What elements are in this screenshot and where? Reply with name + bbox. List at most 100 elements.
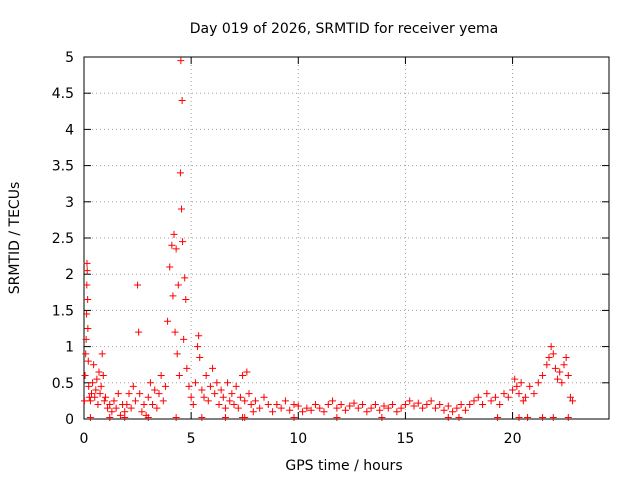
data-point <box>376 406 384 414</box>
data-point <box>440 406 448 414</box>
data-point <box>311 401 319 409</box>
data-point <box>96 390 104 398</box>
data-point <box>354 404 362 412</box>
data-point <box>547 343 555 351</box>
data-point <box>397 404 405 412</box>
data-point <box>384 404 392 412</box>
data-point <box>92 386 100 394</box>
data-point <box>524 414 532 422</box>
data-point <box>161 382 169 390</box>
data-point <box>521 393 529 401</box>
x-axis-label: GPS time / hours <box>285 458 402 474</box>
data-point <box>269 408 277 416</box>
data-point <box>146 379 154 387</box>
data-point <box>104 404 112 412</box>
data-point <box>494 414 502 422</box>
data-point <box>393 408 401 416</box>
data-point <box>549 414 557 422</box>
data-point <box>232 382 240 390</box>
data-point <box>401 401 409 409</box>
data-point <box>86 397 94 405</box>
data-point <box>151 386 159 394</box>
data-point <box>134 281 142 289</box>
y-tick-label: 2 <box>65 267 74 283</box>
data-point <box>423 401 431 409</box>
data-point <box>175 372 183 380</box>
data-point <box>474 393 482 401</box>
data-point <box>303 404 311 412</box>
data-point <box>198 414 206 422</box>
data-point <box>543 361 551 369</box>
data-point <box>466 401 474 409</box>
data-point <box>83 267 91 275</box>
y-tick-label: 5 <box>65 50 74 66</box>
data-point <box>206 382 214 390</box>
data-point <box>406 397 414 405</box>
data-point <box>91 393 99 401</box>
data-point <box>564 372 572 380</box>
data-point <box>470 397 478 405</box>
data-point <box>98 350 106 358</box>
data-point <box>243 368 251 376</box>
data-point <box>530 390 538 398</box>
data-point <box>251 397 259 405</box>
data-point <box>83 310 91 318</box>
data-point <box>185 382 193 390</box>
data-point <box>135 328 143 336</box>
y-tick-label: 3 <box>65 195 74 211</box>
data-point <box>153 404 161 412</box>
data-point <box>371 401 379 409</box>
data-point <box>169 292 177 300</box>
data-point <box>241 397 249 405</box>
data-point <box>509 386 517 394</box>
data-point <box>173 350 181 358</box>
data-point <box>444 402 452 410</box>
data-point <box>414 399 422 407</box>
data-point <box>389 401 397 409</box>
data-point <box>234 404 242 412</box>
data-point <box>127 404 135 412</box>
data-point <box>81 372 89 380</box>
data-point <box>337 401 345 409</box>
data-point <box>290 401 298 409</box>
data-point <box>88 390 95 398</box>
data-point <box>569 397 577 405</box>
y-tick-label: 1 <box>65 340 74 356</box>
data-point <box>85 382 93 390</box>
data-point <box>166 263 174 271</box>
y-axis-label: SRMTID / TECUs <box>7 182 23 295</box>
y-tick-label: 1.5 <box>52 303 74 319</box>
grid <box>84 57 609 419</box>
data-point <box>410 402 418 410</box>
data-point <box>519 397 527 405</box>
data-point <box>108 408 116 416</box>
data-point <box>496 401 504 409</box>
x-tick-label: 10 <box>289 431 307 447</box>
data-point <box>84 357 92 365</box>
data-point <box>144 393 152 401</box>
data-point <box>236 393 244 401</box>
data-point <box>194 343 202 351</box>
data-point <box>213 379 221 387</box>
data-point <box>171 328 179 336</box>
data-point <box>93 375 101 383</box>
data-point <box>245 390 253 398</box>
data-point <box>558 379 566 387</box>
data-point <box>461 406 469 414</box>
data-point <box>549 350 557 358</box>
data-point <box>264 401 272 409</box>
data-point <box>228 390 236 398</box>
y-tick-label: 3.5 <box>52 159 74 175</box>
data-point <box>556 368 564 376</box>
data-point <box>211 390 219 398</box>
x-tick-label: 0 <box>80 431 89 447</box>
data-point <box>177 57 185 65</box>
data-point <box>333 414 341 422</box>
data-point <box>114 390 122 398</box>
axis-ticks: 0 0.5 1 1.5 2 2.5 3 3.5 4 4.5 5 0 5 10 15 20 <box>52 50 609 447</box>
data-point <box>511 375 519 383</box>
y-tick-label: 0 <box>65 412 74 428</box>
data-point <box>294 402 302 410</box>
data-point <box>82 335 90 343</box>
data-point <box>539 372 547 380</box>
